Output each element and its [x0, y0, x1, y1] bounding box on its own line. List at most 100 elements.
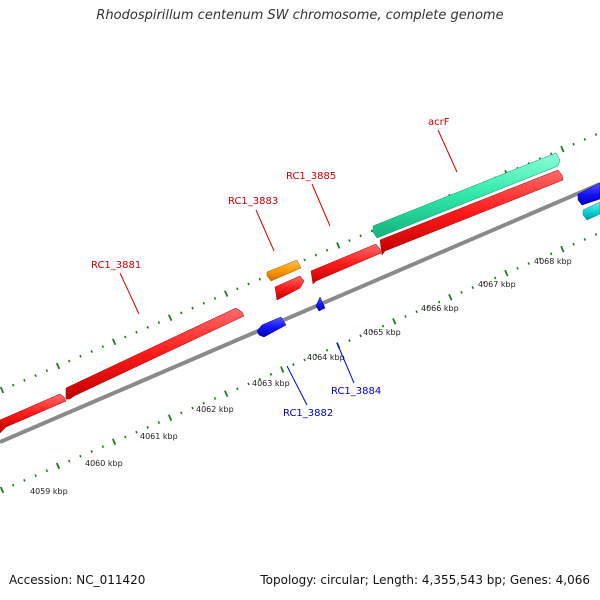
minor-tick [79, 454, 82, 458]
gene-arrow-rc1-3884[interactable] [315, 296, 326, 312]
minor-tick [45, 369, 49, 373]
minor-tick [325, 348, 329, 352]
major-tick [448, 293, 453, 301]
gene-label-rc1-3882[interactable]: RC1_3882 [283, 408, 333, 419]
minor-tick [146, 325, 149, 329]
scale-label: 4067 kbp [478, 280, 516, 289]
minor-tick [202, 401, 205, 405]
gene-label-rc1-3885[interactable]: RC1_3885 [286, 171, 336, 182]
minor-tick [45, 469, 49, 473]
major-tick [504, 269, 509, 277]
major-tick [224, 390, 229, 397]
major-tick [55, 362, 61, 370]
minor-tick [269, 372, 273, 376]
minor-tick [11, 383, 15, 387]
gene-label-rc1-3883[interactable]: RC1_3883 [228, 196, 278, 207]
gene-label-rc1-3881[interactable]: RC1_3881 [91, 260, 141, 271]
minor-tick [359, 334, 362, 338]
major-tick [168, 314, 173, 322]
minor-tick [348, 339, 351, 343]
gene-arrow[interactable] [0, 393, 67, 434]
minor-tick [594, 133, 598, 136]
minor-tick [359, 234, 362, 238]
genome-stats-text: Topology: circular; Length: 4,355,543 bp… [260, 573, 590, 587]
major-tick [560, 145, 565, 153]
minor-tick [191, 406, 194, 410]
minor-tick [236, 287, 239, 291]
gene-label-acrf[interactable]: acrF [428, 117, 450, 128]
major-tick [55, 462, 61, 470]
minor-tick [23, 478, 26, 482]
gene-label-rc1-3884[interactable]: RC1_3884 [331, 386, 381, 397]
minor-tick [101, 345, 105, 349]
minor-tick [79, 354, 82, 358]
minor-tick [381, 324, 385, 328]
minor-tick [482, 281, 486, 285]
minor-tick [516, 266, 519, 270]
minor-tick [180, 411, 183, 415]
scale-label: 4066 kbp [421, 304, 459, 313]
scale-label: 4063 kbp [252, 379, 290, 388]
minor-tick [258, 377, 261, 381]
scale-label: 4062 kbp [196, 405, 234, 414]
minor-tick [191, 306, 194, 310]
gene-arrow-acrf[interactable] [379, 169, 564, 256]
scale-label: 4065 kbp [363, 328, 401, 337]
gene-labels: RC1_3881 RC1_3883 RC1_3885 acrF RC1_3882… [91, 117, 450, 419]
gene-arrow-teal[interactable] [372, 152, 561, 239]
reverse-genes [256, 296, 326, 338]
scale-label: 4061 kbp [140, 432, 178, 441]
minor-tick [34, 474, 37, 477]
minor-tick [11, 483, 15, 487]
label-leaders [119, 129, 458, 406]
minor-tick [538, 257, 542, 261]
minor-tick [426, 305, 430, 309]
minor-tick [437, 300, 441, 304]
gene-arrow-orange[interactable] [266, 259, 302, 282]
scale-labels: 4059 kbp 4060 kbp 4061 kbp 4062 kbp 4063… [30, 257, 572, 496]
minor-tick [404, 315, 407, 318]
minor-tick [247, 382, 250, 386]
minor-tick [493, 276, 497, 280]
major-tick [111, 438, 117, 446]
minor-tick [572, 142, 575, 146]
major-tick [111, 338, 117, 346]
minor-tick [146, 425, 149, 429]
major-tick [560, 245, 565, 253]
minor-tick [68, 359, 71, 363]
scale-label: 4068 kbp [534, 257, 572, 266]
minor-tick [90, 450, 93, 453]
chromosome-backbone [0, 182, 600, 444]
major-tick [336, 242, 341, 249]
minor-tick [90, 350, 93, 353]
gene-arrow-rc1-3885[interactable] [310, 243, 382, 285]
minor-tick [135, 330, 138, 334]
minor-tick [471, 286, 474, 290]
minor-tick [370, 229, 374, 233]
minor-tick [213, 397, 217, 400]
minor-tick [303, 358, 306, 362]
minor-tick [325, 248, 329, 252]
minor-tick [34, 374, 37, 377]
minor-tick [157, 421, 161, 424]
gene-arrow-rc1-3883[interactable] [274, 275, 305, 301]
forward-genes [0, 152, 600, 434]
minor-tick [303, 258, 306, 262]
minor-tick [247, 282, 250, 286]
scale-label: 4064 kbp [307, 353, 345, 362]
minor-tick [258, 277, 261, 281]
minor-tick [213, 297, 217, 300]
major-tick [0, 386, 5, 394]
minor-tick [370, 329, 374, 333]
minor-tick [460, 290, 463, 294]
accession-text: Accession: NC_011420 [9, 573, 146, 587]
gene-arrow-rc1-3882[interactable] [256, 316, 287, 338]
minor-tick [157, 321, 161, 324]
minor-tick [101, 445, 105, 449]
gene-arrow-cyan-edge[interactable] [582, 201, 600, 221]
minor-tick [572, 242, 575, 246]
gene-arrow-rc1-3881[interactable] [65, 307, 245, 400]
gene-arrow-blue-edge[interactable] [577, 182, 600, 206]
minor-tick [124, 335, 127, 339]
